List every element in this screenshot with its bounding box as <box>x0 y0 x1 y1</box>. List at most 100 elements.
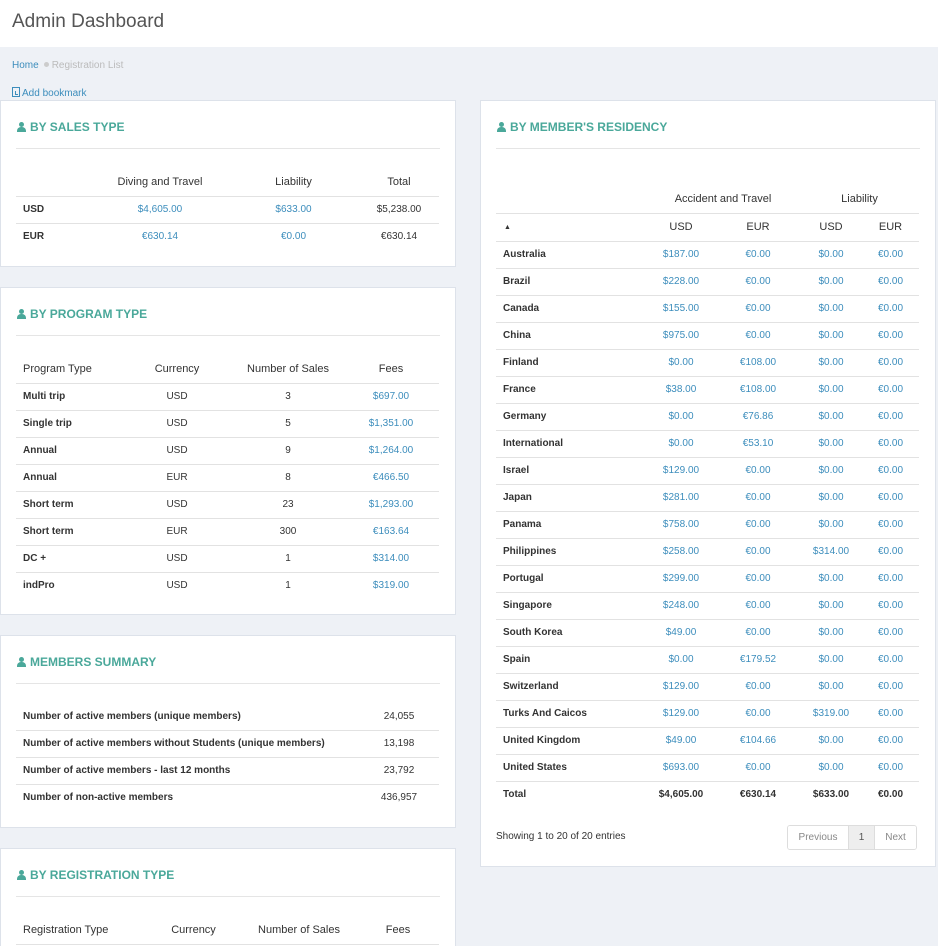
country-cell: South Korea <box>496 618 646 646</box>
breadcrumb: Home Registration List <box>12 60 123 71</box>
accident-eur-cell: €104.66 <box>716 726 800 754</box>
liability-eur-cell: €0.00 <box>862 483 919 511</box>
table-row: Singapore $248.00 €0.00 $0.00 €0.00 <box>496 591 919 619</box>
liability-value: €0.00 <box>228 222 359 250</box>
summary-value: 436,957 <box>359 783 439 811</box>
table-row: Single trip USD 5 $1,351.00 <box>16 409 439 437</box>
user-icon <box>17 657 26 667</box>
registration-type-title-text: BY REGISTRATION TYPE <box>30 868 175 882</box>
fees-cell: $1,351.00 <box>343 409 439 437</box>
fees-cell: $697.00 <box>343 382 439 410</box>
program-type-cell: Single trip <box>16 409 121 437</box>
program-type-cell: Short term <box>16 517 121 545</box>
table-row: Number of active members without Student… <box>16 729 439 757</box>
program-type-title-text: BY PROGRAM TYPE <box>30 307 148 321</box>
accident-usd-cell: $49.00 <box>646 618 716 646</box>
add-bookmark-link[interactable]: Add bookmark <box>12 87 86 99</box>
accident-eur-cell: €0.00 <box>716 510 800 538</box>
page-1-button[interactable]: 1 <box>849 826 875 849</box>
previous-button[interactable]: Previous <box>788 826 849 849</box>
currency-cell: USD <box>121 490 233 518</box>
column-header <box>496 186 646 213</box>
liability-usd-cell: $0.00 <box>800 753 862 781</box>
table-row: Finland $0.00 €108.00 $0.00 €0.00 <box>496 348 919 376</box>
liability-value: $633.00 <box>228 195 359 223</box>
table-row: Panama $758.00 €0.00 $0.00 €0.00 <box>496 510 919 538</box>
liability-usd-cell: $0.00 <box>800 294 862 322</box>
table-row: Switzerland $129.00 €0.00 $0.00 €0.00 <box>496 672 919 700</box>
country-cell: Australia <box>496 240 646 268</box>
column-header[interactable]: USD <box>669 221 693 233</box>
column-header: Fees <box>378 363 404 376</box>
liability-eur-cell: €0.00 <box>862 456 919 484</box>
table-row: Number of active members - last 12 month… <box>16 756 439 784</box>
table-row: Annual EUR 8 €466.50 <box>16 463 439 491</box>
page-title: Admin Dashboard <box>12 11 165 32</box>
table-row: Number of non-active members 436,957 <box>16 783 439 811</box>
members-summary-title: MEMBERS SUMMARY <box>17 655 156 669</box>
registration-type-panel: BY REGISTRATION TYPE Registration Type C… <box>0 848 456 946</box>
total-accident-usd: $4,605.00 <box>646 780 716 808</box>
accident-usd-cell: $299.00 <box>646 564 716 592</box>
total-label: Total <box>496 780 646 808</box>
summary-label: Number of non-active members <box>16 783 359 811</box>
accident-eur-cell: €0.00 <box>716 456 800 484</box>
table-row: Israel $129.00 €0.00 $0.00 €0.00 <box>496 456 919 484</box>
currency-cell: EUR <box>121 463 233 491</box>
accident-eur-cell: €0.00 <box>716 537 800 565</box>
table-row: South Korea $49.00 €0.00 $0.00 €0.00 <box>496 618 919 646</box>
top-bar: Admin Dashboard <box>0 0 938 47</box>
table-row: Canada $155.00 €0.00 $0.00 €0.00 <box>496 294 919 322</box>
liability-usd-cell: $0.00 <box>800 456 862 484</box>
sales-count-cell: 8 <box>233 463 343 491</box>
column-header[interactable]: USD <box>819 221 843 233</box>
liability-eur-cell: €0.00 <box>862 402 919 430</box>
accident-usd-cell: $0.00 <box>646 429 716 457</box>
currency-cell: USD <box>121 544 233 572</box>
residency-panel: BY MEMBER'S RESIDENCY Accident and Trave… <box>480 100 936 867</box>
summary-label: Number of active members (unique members… <box>23 710 241 722</box>
accident-usd-cell: $0.00 <box>646 402 716 430</box>
next-button[interactable]: Next <box>875 826 916 849</box>
breadcrumb-home-link[interactable]: Home <box>12 60 39 71</box>
total-row: Total $4,605.00 €630.14 $633.00 €0.00 <box>496 780 919 808</box>
liability-eur-cell: €0.00 <box>862 726 919 754</box>
country-cell: Turks And Caicos <box>496 699 646 727</box>
currency-label: EUR <box>16 222 92 250</box>
liability-eur-cell: €0.00 <box>862 753 919 781</box>
liability-usd-cell: $0.00 <box>800 240 862 268</box>
members-summary-title-text: MEMBERS SUMMARY <box>30 655 157 669</box>
accident-eur-cell: €0.00 <box>716 591 800 619</box>
column-header: Liability <box>275 176 312 189</box>
user-icon <box>17 870 26 880</box>
accident-usd-cell: $693.00 <box>646 753 716 781</box>
table-row: Brazil $228.00 €0.00 $0.00 €0.00 <box>496 267 919 295</box>
column-header[interactable]: EUR <box>746 221 770 233</box>
program-type-cell: Multi trip <box>16 382 121 410</box>
country-cell: Singapore <box>496 591 646 619</box>
pagination: Previous 1 Next <box>787 825 917 850</box>
currency-cell: USD <box>121 571 233 599</box>
table-row: DC + USD 1 $314.00 <box>16 544 439 572</box>
sales-count-cell: 3 <box>233 382 343 410</box>
column-header: Number of Sales <box>247 363 329 376</box>
liability-eur-cell: €0.00 <box>862 618 919 646</box>
column-header[interactable]: EUR <box>878 221 903 233</box>
user-icon <box>17 122 26 132</box>
currency-cell: USD <box>121 382 233 410</box>
accident-usd-cell: $975.00 <box>646 321 716 349</box>
sales-count-cell: 5 <box>233 409 343 437</box>
accident-eur-cell: €0.00 <box>716 294 800 322</box>
country-cell: Germany <box>496 402 646 430</box>
table-row: Japan $281.00 €0.00 $0.00 €0.00 <box>496 483 919 511</box>
accident-usd-cell: $258.00 <box>646 537 716 565</box>
accident-usd-cell: $187.00 <box>646 240 716 268</box>
sort-ascending-icon[interactable]: ▲ <box>504 223 511 231</box>
total-value: €630.14 <box>359 222 439 250</box>
summary-label: Number of active members - last 12 month… <box>16 756 359 784</box>
accident-usd-cell: $758.00 <box>646 510 716 538</box>
accident-eur-cell: €0.00 <box>716 564 800 592</box>
table-row: EUR €630.14 €0.00 €630.14 <box>16 222 439 250</box>
table-row: International $0.00 €53.10 $0.00 €0.00 <box>496 429 919 457</box>
diving-travel-value: €630.14 <box>92 222 228 250</box>
